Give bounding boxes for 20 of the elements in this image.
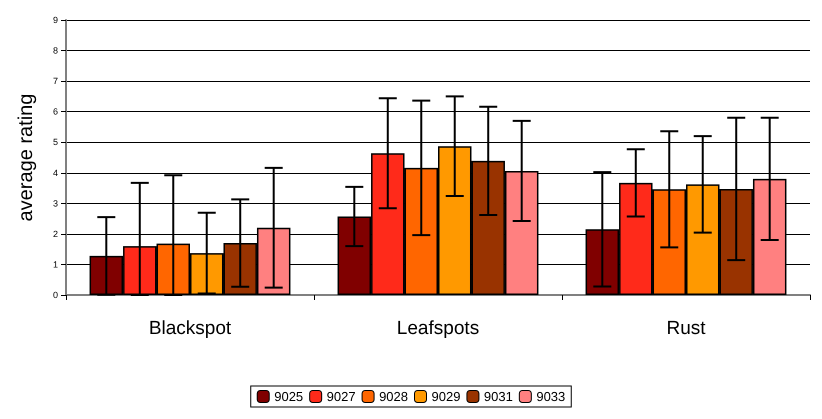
legend-label: 9027: [326, 389, 356, 404]
legend-label: 9029: [432, 389, 460, 404]
y-axis-title: average rating: [15, 94, 37, 222]
y-tick-label: 1: [52, 259, 58, 270]
x-tick-label: Rust: [666, 318, 706, 339]
y-tick-label: 5: [52, 137, 58, 148]
legend-label: 9025: [274, 389, 304, 404]
legend-label: 9028: [379, 389, 408, 404]
x-tick-label: Blackspot: [148, 318, 232, 339]
legend-label: 9033: [536, 389, 566, 404]
y-tick-label: 3: [52, 198, 58, 208]
y-tick-label: 9: [52, 15, 58, 25]
y-tick-label: 2: [52, 228, 58, 239]
x-tick-label: Leafspots: [396, 318, 480, 339]
y-tick-label: 6: [52, 106, 58, 117]
y-tick-label: 4: [52, 168, 58, 178]
legend-label: 9031: [484, 389, 513, 404]
y-tick-label: 0: [52, 290, 58, 300]
y-tick-label: 7: [52, 76, 58, 86]
y-tick-label: 8: [52, 46, 58, 56]
